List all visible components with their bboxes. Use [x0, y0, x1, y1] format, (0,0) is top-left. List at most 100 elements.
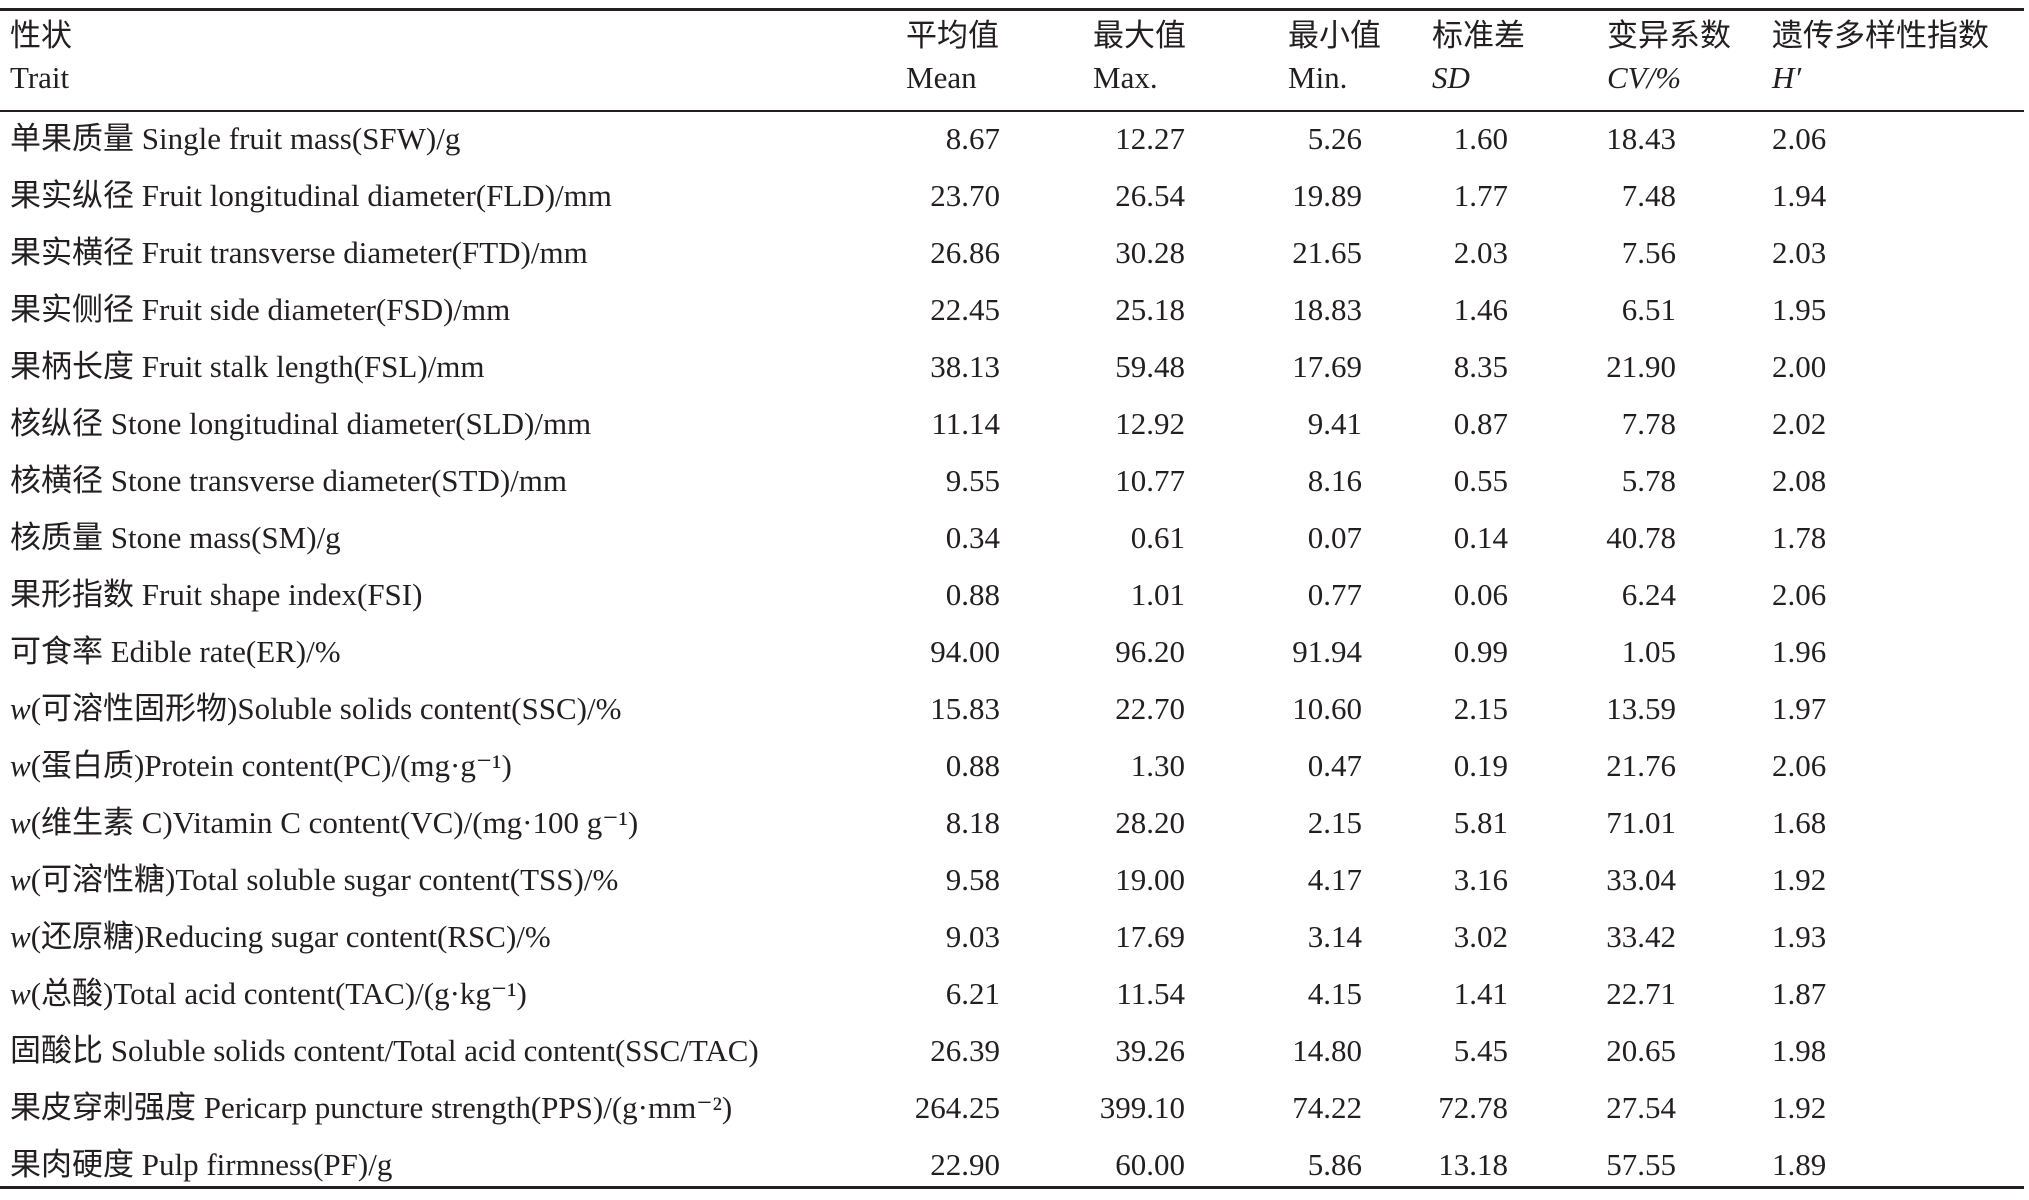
table-row: 果实侧径 Fruit side diameter(FSD)/mm 22.45 25.… — [0, 281, 2029, 338]
cell-min: 19.89 — [1292, 178, 1362, 213]
trait-label: 核质量 Stone mass(SM)/g — [10, 520, 341, 555]
cell-trait: 果实横径 Fruit transverse diameter(FTD)/mm — [10, 224, 588, 281]
table-row: 果皮穿刺强度 Pericarp puncture strength(PPS)/(… — [0, 1079, 2029, 1136]
table-row: 固酸比 Soluble solids content/Total acid co… — [0, 1022, 2029, 1079]
cell-cv: 6.24 — [1621, 577, 1676, 612]
cell-cv: 33.42 — [1606, 919, 1676, 954]
cell-cv: 5.78 — [1621, 463, 1676, 498]
trait-label: (总酸)Total acid content(TAC)/(g·kg⁻¹) — [30, 976, 527, 1011]
header-min-zh: 最小值 — [1288, 18, 1381, 53]
cell-mean: 0.34 — [945, 520, 1000, 555]
cell-cv: 1.05 — [1621, 634, 1676, 669]
cell-min: 0.47 — [1307, 748, 1362, 783]
table-row: w(可溶性固形物)Soluble solids content(SSC)/% 15… — [0, 680, 2029, 737]
table-row: 单果质量 Single fruit mass(SFW)/g 8.67 12.27 5.… — [0, 110, 2029, 167]
table-row: w(总酸)Total acid content(TAC)/(g·kg⁻¹) 6.2… — [0, 965, 2029, 1022]
cell-mean: 0.88 — [945, 748, 1000, 783]
cell-trait: w(可溶性固形物)Soluble solids content(SSC)/% — [10, 680, 621, 737]
cell-cv: 6.51 — [1621, 292, 1676, 327]
cell-sd: 0.19 — [1453, 748, 1508, 783]
header-max-zh: 最大值 — [1093, 18, 1186, 53]
cell-min: 5.26 — [1307, 121, 1362, 156]
trait-label: (蛋白质)Protein content(PC)/(mg·g⁻¹) — [30, 748, 512, 783]
cell-cv: 21.76 — [1606, 748, 1676, 783]
table-row: 果柄长度 Fruit stalk length(FSL)/mm 38.13 59.4… — [0, 338, 2029, 395]
cell-sd: 5.81 — [1453, 805, 1508, 840]
cell-max: 19.00 — [1115, 862, 1185, 897]
cell-sd: 1.60 — [1453, 121, 1508, 156]
table-bottom-rule — [0, 1186, 2024, 1189]
trait-mass-fraction-symbol: w — [10, 919, 31, 954]
table-header-rule — [0, 110, 2024, 112]
cell-max: 25.18 — [1115, 292, 1185, 327]
cell-max: 11.54 — [1116, 976, 1185, 1011]
cell-cv: 20.65 — [1606, 1033, 1676, 1068]
header-cv-zh: 变异系数 — [1607, 18, 1731, 53]
cell-sd: 1.77 — [1453, 178, 1508, 213]
cell-min: 91.94 — [1292, 634, 1362, 669]
cell-max: 0.61 — [1130, 520, 1185, 555]
cell-sd: 2.03 — [1453, 235, 1508, 270]
cell-h: 2.02 — [1772, 406, 1827, 441]
cell-sd: 0.06 — [1453, 577, 1508, 612]
trait-label: 可食率 Edible rate(ER)/% — [10, 634, 341, 669]
trait-label: 核纵径 Stone longitudinal diameter(SLD)/mm — [10, 406, 592, 441]
cell-cv: 22.71 — [1606, 976, 1676, 1011]
cell-mean: 9.58 — [945, 862, 1000, 897]
cell-sd: 72.78 — [1438, 1090, 1508, 1125]
cell-trait: w(总酸)Total acid content(TAC)/(g·kg⁻¹) — [10, 965, 527, 1022]
table-row: 核横径 Stone transverse diameter(STD)/mm 9.5… — [0, 452, 2029, 509]
trait-label: 果实横径 Fruit transverse diameter(FTD)/mm — [10, 235, 588, 270]
cell-mean: 9.03 — [945, 919, 1000, 954]
cell-h: 1.97 — [1772, 691, 1827, 726]
header-h-en: H′ — [1772, 60, 1802, 95]
cell-sd: 13.18 — [1438, 1147, 1508, 1182]
header-cv-en: CV/% — [1607, 60, 1682, 95]
cell-min: 17.69 — [1292, 349, 1362, 384]
cell-mean: 9.55 — [945, 463, 1000, 498]
cell-trait: 果柄长度 Fruit stalk length(FSL)/mm — [10, 338, 484, 395]
trait-label: 果实纵径 Fruit longitudinal diameter(FLD)/mm — [10, 178, 612, 213]
cell-trait: w(蛋白质)Protein content(PC)/(mg·g⁻¹) — [10, 737, 512, 794]
cell-h: 1.68 — [1772, 805, 1827, 840]
cell-h: 2.08 — [1772, 463, 1827, 498]
table-row: w(还原糖)Reducing sugar content(RSC)/% 9.03 1… — [0, 908, 2029, 965]
cell-cv: 40.78 — [1606, 520, 1676, 555]
cell-cv: 33.04 — [1606, 862, 1676, 897]
cell-trait: 固酸比 Soluble solids content/Total acid co… — [10, 1022, 759, 1079]
trait-label: 果形指数 Fruit shape index(FSI) — [10, 577, 423, 612]
cell-h: 1.95 — [1772, 292, 1827, 327]
cell-mean: 26.39 — [930, 1033, 1000, 1068]
cell-sd: 2.15 — [1453, 691, 1508, 726]
trait-mass-fraction-symbol: w — [10, 976, 31, 1011]
cell-sd: 5.45 — [1453, 1033, 1508, 1068]
cell-sd: 0.87 — [1453, 406, 1508, 441]
trait-label: 果皮穿刺强度 Pericarp puncture strength(PPS)/(… — [10, 1090, 733, 1125]
cell-cv: 7.48 — [1621, 178, 1676, 213]
cell-cv: 7.78 — [1621, 406, 1676, 441]
cell-max: 12.27 — [1115, 121, 1185, 156]
trait-mass-fraction-symbol: w — [10, 862, 31, 897]
cell-mean: 22.45 — [930, 292, 1000, 327]
cell-mean: 94.00 — [930, 634, 1000, 669]
trait-label: 果柄长度 Fruit stalk length(FSL)/mm — [10, 349, 485, 384]
table-row: 果肉硬度 Pulp firmness(PF)/g 22.90 60.00 5.86 13… — [0, 1136, 2029, 1193]
cell-max: 12.92 — [1115, 406, 1185, 441]
header-mean-en: Mean — [906, 60, 977, 95]
cell-h: 1.94 — [1772, 178, 1827, 213]
cell-sd: 0.99 — [1453, 634, 1508, 669]
cell-cv: 13.59 — [1606, 691, 1676, 726]
cell-mean: 11.14 — [931, 406, 1000, 441]
cell-min: 14.80 — [1292, 1033, 1362, 1068]
cell-sd: 0.55 — [1453, 463, 1508, 498]
cell-max: 60.00 — [1115, 1147, 1185, 1182]
cell-trait: w(可溶性糖)Total soluble sugar content(TSS)/… — [10, 851, 618, 908]
cell-sd: 1.46 — [1453, 292, 1508, 327]
cell-min: 74.22 — [1292, 1090, 1362, 1125]
trait-label: 果实侧径 Fruit side diameter(FSD)/mm — [10, 292, 511, 327]
cell-min: 5.86 — [1307, 1147, 1362, 1182]
trait-label: (可溶性固形物)Soluble solids content(SSC)/% — [30, 691, 622, 726]
cell-max: 22.70 — [1115, 691, 1185, 726]
header-sd-zh: 标准差 — [1432, 18, 1525, 53]
header-min-en: Min. — [1288, 60, 1348, 95]
